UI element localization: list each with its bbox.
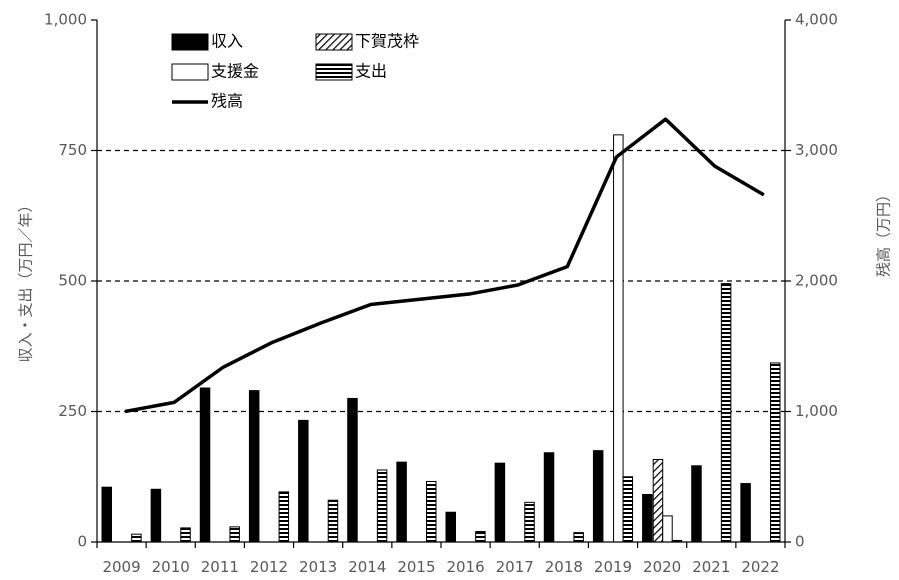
- right-axis-ticks: 0 1,000 2,000 3,000 4,000: [795, 11, 838, 551]
- x-tick-label: 2019: [594, 558, 632, 576]
- left-tick-label: 0: [77, 533, 87, 551]
- legend-swatch-shimogamo: [315, 33, 353, 51]
- bar-expense: [720, 283, 732, 543]
- right-tick-label: 1,000: [795, 402, 838, 420]
- bar-income: [691, 465, 702, 543]
- right-tick-label: 3,000: [795, 141, 838, 159]
- right-tick-label: 4,000: [795, 11, 838, 29]
- bar-income: [740, 483, 751, 543]
- balance-line: [124, 117, 765, 414]
- legend-label: 収入: [211, 32, 243, 51]
- legend-label: 支援金: [211, 62, 259, 81]
- bar-expense: [327, 499, 339, 543]
- bar-income: [248, 390, 260, 543]
- left-axis-title: 収入・支出（万円／年）: [17, 197, 35, 362]
- x-tick-label: 2018: [545, 558, 583, 576]
- bar-expense: [524, 501, 535, 543]
- left-tick-label: 500: [58, 272, 87, 290]
- bar-income: [642, 493, 653, 543]
- x-tick-label: 2010: [152, 558, 190, 576]
- x-tick-label: 2012: [250, 558, 288, 576]
- x-tick-label: 2015: [397, 558, 435, 576]
- x-tick-label: 2016: [446, 558, 484, 576]
- legend-swatch-expense: [315, 63, 353, 81]
- bar-income: [543, 452, 555, 543]
- balance-line-group: [124, 117, 765, 414]
- x-tick-label: 2020: [643, 558, 681, 576]
- legend-swatch-support: [171, 63, 209, 81]
- gridlines: [97, 149, 785, 413]
- axes: [91, 19, 791, 548]
- bar-expense: [770, 362, 781, 543]
- x-tick-label: 2017: [496, 558, 534, 576]
- x-tick-label: 2011: [201, 558, 239, 576]
- legend-box: [165, 24, 443, 119]
- bar-shimogamo: [652, 459, 664, 543]
- bar-expense: [622, 476, 634, 543]
- left-axis-ticks: 0 250 500 750 1,000: [44, 11, 87, 551]
- right-tick-label: 0: [795, 533, 805, 551]
- bar-expense: [180, 527, 191, 543]
- left-tick-label: 250: [58, 402, 87, 420]
- bar-income: [445, 511, 456, 543]
- legend-swatch-income: [171, 33, 209, 51]
- bar-support: [613, 134, 624, 543]
- legend-label: 支出: [355, 62, 387, 81]
- bar-income: [150, 488, 162, 543]
- bar-expense: [278, 491, 290, 543]
- bar-income: [396, 461, 407, 543]
- bar-income: [494, 462, 506, 543]
- bar-income: [199, 387, 211, 543]
- left-tick-label: 1,000: [44, 11, 87, 29]
- right-axis-title: 残高（万円）: [875, 187, 893, 277]
- x-tick-label: 2013: [299, 558, 337, 576]
- bar-income: [347, 397, 358, 543]
- right-tick-label: 2,000: [795, 272, 838, 290]
- x-tick-label: 2009: [102, 558, 140, 576]
- x-tick-label: 2022: [741, 558, 779, 576]
- legend-label: 残高: [211, 92, 243, 111]
- bar-income: [592, 450, 604, 543]
- legend-label: 下賀茂枠: [355, 32, 419, 51]
- x-axis-ticks: 2009 2010 2011 2012 2013 2014 2015 2016 2017 2018…: [102, 558, 779, 576]
- bar-support: [662, 515, 673, 543]
- bar-expense: [475, 531, 486, 543]
- bar-expense: [229, 526, 240, 543]
- bar-income: [101, 486, 112, 543]
- bar-expense: [426, 480, 437, 543]
- bar-expense: [131, 533, 142, 543]
- bar-income: [298, 419, 309, 543]
- x-tick-label: 2014: [348, 558, 386, 576]
- left-tick-label: 750: [58, 141, 87, 159]
- bar-expense: [573, 532, 584, 543]
- bar-expense: [376, 469, 388, 543]
- bars-group: [101, 134, 781, 543]
- x-tick-label: 2021: [692, 558, 730, 576]
